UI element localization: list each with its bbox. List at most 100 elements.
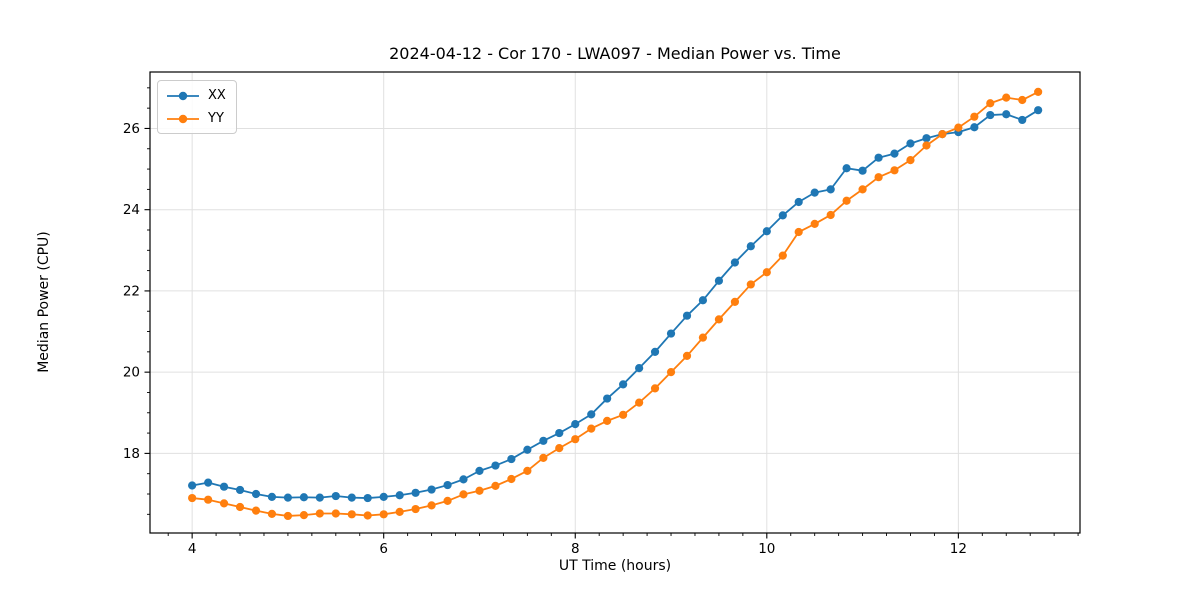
series-xx-marker xyxy=(906,139,915,148)
series-xx-marker xyxy=(603,394,612,403)
series-yy-marker xyxy=(571,435,580,444)
series-yy-marker xyxy=(746,280,755,289)
series-yy-marker xyxy=(922,141,931,150)
legend-line-marker-xx-icon xyxy=(167,91,199,100)
series-yy-marker xyxy=(443,496,452,506)
x-tick-label: 6 xyxy=(379,541,388,557)
series-yy-marker xyxy=(650,384,660,393)
series-yy-marker xyxy=(555,444,564,453)
legend-entry-yy: YY xyxy=(165,108,226,129)
series-yy-marker xyxy=(842,196,851,205)
x-tick-label: 8 xyxy=(571,541,580,557)
legend-entry-xx: XX xyxy=(165,85,226,106)
series-xx-marker xyxy=(188,481,197,490)
series-yy-marker xyxy=(778,251,787,260)
x-axis-label: UT Time (hours) xyxy=(558,558,672,574)
series-yy-line xyxy=(192,91,1039,517)
series-yy-marker xyxy=(315,509,324,518)
legend-label-xx: XX xyxy=(208,88,226,103)
series-xx-marker xyxy=(970,123,979,132)
series-yy-marker xyxy=(1002,93,1011,102)
series-yy-marker xyxy=(970,112,979,121)
series-yy-marker xyxy=(714,315,724,324)
series-xx-marker xyxy=(635,364,644,373)
series-yy-marker xyxy=(954,123,963,132)
series-yy-marker xyxy=(539,453,548,462)
series-xx-marker xyxy=(714,276,724,285)
series-yy-marker xyxy=(523,466,532,475)
series-yy-marker xyxy=(251,506,261,515)
series-xx-marker xyxy=(379,492,388,501)
series-yy-marker xyxy=(475,486,484,495)
series-xx-marker xyxy=(842,164,851,173)
series-yy-marker xyxy=(235,502,245,512)
series-xx-marker xyxy=(682,311,692,320)
series-yy-marker xyxy=(858,185,867,194)
series-xx-marker xyxy=(922,134,931,143)
series-xx-marker xyxy=(858,166,867,175)
series-yy-marker xyxy=(363,511,372,520)
series-xx-marker xyxy=(267,492,277,501)
series-yy-marker xyxy=(794,227,803,237)
series-xx-marker xyxy=(475,466,484,475)
series-xx-marker xyxy=(491,461,500,470)
series-yy-marker xyxy=(986,99,995,108)
series-xx-marker xyxy=(986,110,995,120)
series-yy-marker xyxy=(666,368,676,377)
series-yy-marker xyxy=(635,398,644,407)
series-xx-marker xyxy=(507,454,516,464)
series-xx-marker xyxy=(459,475,468,484)
series-xx-marker xyxy=(427,485,436,494)
series-xx-marker xyxy=(235,485,245,495)
series-xx-marker xyxy=(826,185,835,194)
series-yy-marker xyxy=(730,297,740,306)
series-xx-marker xyxy=(1002,110,1011,119)
series-yy-marker xyxy=(810,219,819,229)
series-xx-marker xyxy=(283,493,293,502)
legend-line-marker-yy-icon xyxy=(167,114,199,123)
series-xx-marker xyxy=(315,493,324,502)
series-yy-marker xyxy=(507,474,516,484)
series-yy-marker xyxy=(698,333,708,342)
series-xx-marker xyxy=(219,482,229,491)
y-tick-label: 22 xyxy=(123,283,140,299)
series-yy-marker xyxy=(347,510,356,519)
series-xx-marker xyxy=(571,420,580,429)
y-tick-label: 26 xyxy=(123,121,140,137)
series-xx-marker xyxy=(794,197,803,207)
series-yy-marker xyxy=(219,499,229,508)
series-xx-marker xyxy=(762,227,771,236)
series-yy-marker xyxy=(267,509,277,519)
x-tick-label: 10 xyxy=(758,541,775,557)
series-yy-marker xyxy=(1034,87,1043,96)
axes-frame xyxy=(149,71,1081,534)
series-xx-marker xyxy=(650,347,660,356)
series-yy-marker xyxy=(299,511,309,520)
legend: XX YY xyxy=(157,80,237,134)
series-xx-marker xyxy=(395,491,404,500)
legend-label-yy: YY xyxy=(208,111,224,126)
series-yy-marker xyxy=(762,268,771,277)
series-xx-marker xyxy=(666,329,676,338)
series-yy-marker xyxy=(682,351,692,361)
x-tick-label: 12 xyxy=(950,541,967,557)
series-yy-marker xyxy=(619,410,628,419)
series-xx-marker xyxy=(251,489,261,499)
series-yy-marker xyxy=(826,210,835,220)
series-xx-marker xyxy=(204,478,213,487)
x-tick-label: 4 xyxy=(188,541,197,557)
series-xx-marker xyxy=(1034,106,1043,115)
series-yy-marker xyxy=(395,507,404,516)
series-yy-marker xyxy=(379,510,388,519)
series-xx-marker xyxy=(619,380,628,389)
series-xx-marker xyxy=(523,445,532,454)
series-xx-line xyxy=(191,109,1039,499)
series-yy-marker xyxy=(188,493,197,503)
series-xx-marker xyxy=(539,436,548,445)
series-yy-marker xyxy=(1018,95,1027,105)
series-yy-marker xyxy=(603,416,612,425)
chart-title: 2024-04-12 - Cor 170 - LWA097 - Median P… xyxy=(389,44,841,63)
series-yy-marker xyxy=(874,173,883,182)
y-tick-label: 20 xyxy=(123,365,140,381)
